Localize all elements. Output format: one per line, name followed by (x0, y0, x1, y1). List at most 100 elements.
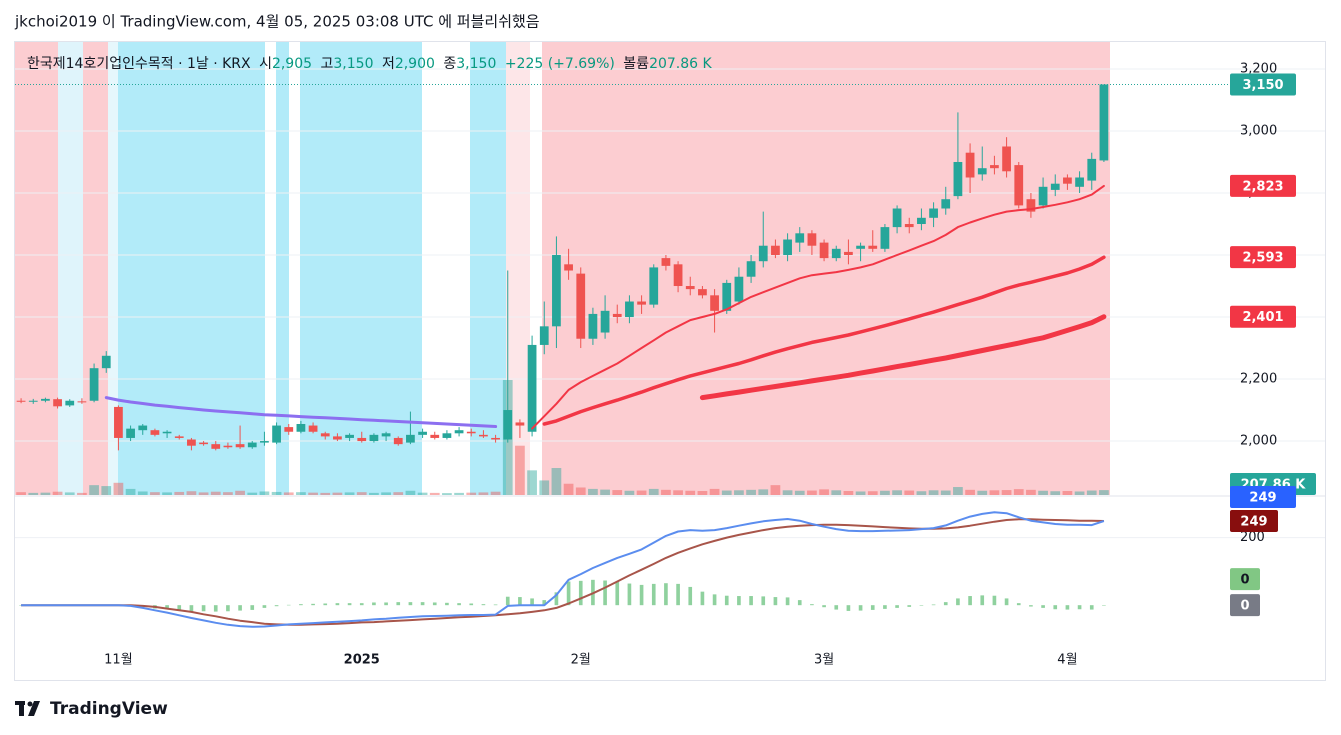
volume-bar (429, 492, 440, 495)
candle-body (138, 425, 148, 431)
price-badge (1230, 568, 1260, 591)
histogram-bar (712, 594, 717, 606)
candle-body (576, 273, 586, 339)
candle-body (527, 344, 537, 432)
candle-body (856, 245, 865, 249)
histogram-bar (323, 603, 328, 606)
histogram-bar (956, 598, 960, 606)
histogram-bar (311, 603, 315, 606)
histogram-bar (213, 605, 218, 612)
price-badge (1230, 174, 1296, 197)
candle-body (479, 434, 488, 437)
volume-bar (344, 492, 355, 495)
histogram-bar (1053, 605, 1058, 610)
price-badge (1230, 510, 1278, 533)
candle-body (235, 444, 245, 448)
moving-average (542, 255, 1106, 426)
volume-bar (697, 491, 708, 495)
logo-part (28, 701, 40, 716)
badge-label: 0 (1240, 573, 1249, 588)
legend-symbol: 한국제14호기업인수목적 · 1날 · KRX (27, 56, 251, 72)
legend-label: 저 (382, 56, 395, 72)
histogram-bar (834, 605, 839, 610)
legend-value: 3,150 (456, 56, 496, 72)
chart-border (14, 41, 1326, 681)
candle-body (41, 398, 50, 401)
candle-body (174, 436, 184, 438)
volume-bar (308, 492, 318, 495)
candle-body (430, 434, 440, 438)
volume-bar (782, 490, 793, 495)
histogram-bar (810, 604, 814, 606)
histogram-bar (980, 595, 985, 606)
histogram-bar (883, 605, 887, 609)
logo-part (27, 701, 33, 707)
candle-body (1087, 158, 1097, 181)
histogram-bar (797, 600, 802, 606)
candle-body (977, 168, 987, 175)
band (15, 42, 58, 495)
candle-body (612, 313, 622, 318)
price-badge (1230, 246, 1296, 269)
histogram-bar (505, 596, 510, 606)
histogram-bar (664, 583, 668, 606)
volume-bar (393, 492, 404, 495)
x-tick-label: 2025 (344, 653, 380, 668)
legend-label: 종 (443, 56, 456, 72)
histogram-bar (870, 605, 875, 610)
volume-bar (247, 492, 258, 495)
histogram-bar (359, 603, 364, 606)
candle-body (247, 442, 257, 448)
candle-body (539, 326, 549, 345)
volume-bar (965, 489, 975, 495)
volume-bar (989, 490, 1000, 495)
volume-bar (454, 492, 464, 495)
candle-body (904, 224, 914, 228)
volume-bar (855, 491, 866, 495)
candle-body (698, 289, 707, 296)
histogram-bar (992, 595, 997, 606)
volume-bar (551, 468, 562, 495)
histogram-bar (737, 596, 741, 606)
price-badge (1230, 73, 1296, 96)
volume-bar (867, 491, 878, 495)
candle-body (89, 368, 99, 401)
candle-body (1063, 177, 1072, 184)
x-tick-label: 3월 (814, 653, 834, 668)
badge-label: 2,593 (1242, 251, 1283, 266)
histogram-bar (627, 583, 632, 606)
volume-bar (198, 492, 209, 495)
volume-bar (794, 490, 805, 495)
volume-bar (977, 490, 988, 495)
volume-bar (746, 489, 756, 495)
candle-body (758, 245, 768, 262)
candle-body (917, 217, 926, 225)
candle-body (284, 427, 294, 432)
histogram-bar (554, 592, 559, 606)
volume-bar (661, 489, 671, 495)
volume-bar (271, 491, 282, 495)
volume-bar (174, 491, 185, 495)
candle-body (1075, 177, 1084, 187)
candle-body (187, 439, 196, 446)
badge-label: 249 (1240, 515, 1267, 530)
histogram-bar (189, 605, 194, 612)
volume-bar (490, 491, 501, 495)
volume-bar (1013, 489, 1024, 495)
candle-body (65, 400, 75, 406)
volume-bar (235, 490, 245, 495)
volume-bar (210, 491, 221, 495)
volume-bar (466, 492, 477, 495)
band (83, 42, 108, 495)
volume-bar (953, 487, 963, 495)
volume-bar (600, 489, 610, 495)
histogram-bar (262, 605, 267, 608)
histogram-bar (420, 602, 425, 606)
volume-bar (320, 492, 331, 495)
volume-bar (405, 490, 416, 495)
bands (15, 42, 1110, 495)
candle-body (503, 410, 513, 440)
volume-bar (137, 491, 148, 495)
histogram-bar (578, 580, 583, 606)
candle-body (734, 276, 744, 302)
